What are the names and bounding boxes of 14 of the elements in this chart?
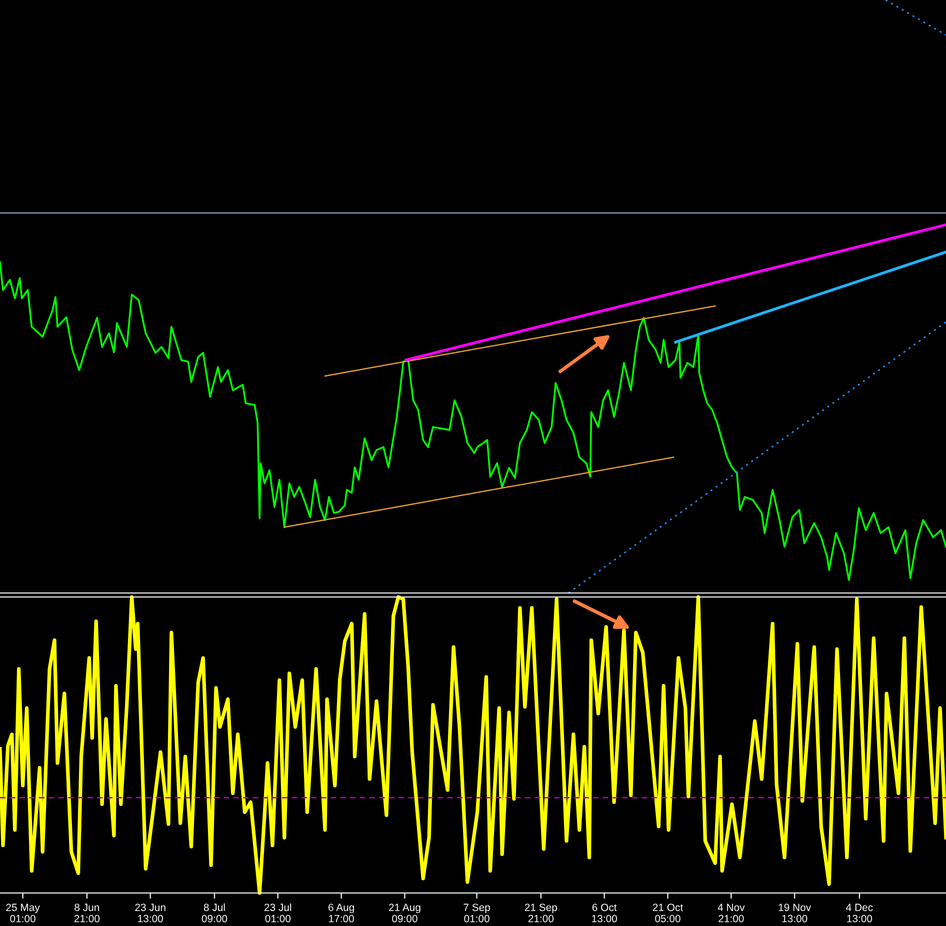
x-tick-label: 21 Oct 05:00 [652,904,684,922]
x-tick-label: 7 Sep 01:00 [464,904,490,922]
x-tick-label: 21 Aug 09:00 [389,904,420,922]
x-tick-label: 6 Oct 13:00 [592,904,617,922]
x-tick-label: 6 Aug 17:00 [328,904,354,922]
x-tick-label: 23 Jun 13:00 [135,904,166,922]
x-tick-label: 23 Jul 01:00 [264,903,292,922]
x-tick-label: 25 May 01:00 [6,904,40,922]
x-tick-label: 4 Dec 13:00 [846,904,873,922]
x-tick-label: 8 Jun 21:00 [74,904,100,922]
x-tick-label: 4 Nov 21:00 [718,904,745,922]
x-tick-label: 19 Nov 13:00 [778,904,812,922]
x-tick-label: 21 Sep 21:00 [524,904,557,922]
x-tick-label: 8 Jul 09:00 [202,903,228,922]
